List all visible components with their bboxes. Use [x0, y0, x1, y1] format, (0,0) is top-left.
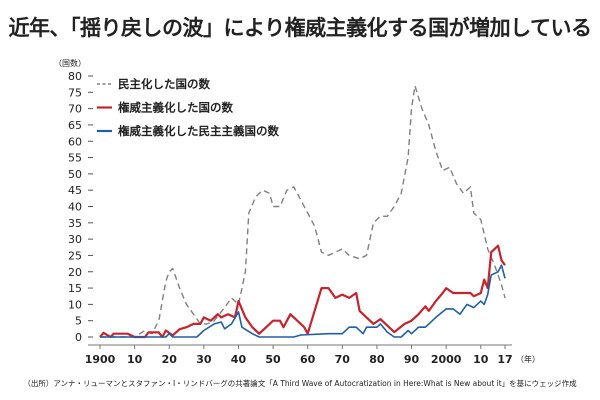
series-line-2 — [99, 244, 506, 339]
y-tick-label: 15 — [68, 282, 82, 295]
y-tick-label: 60 — [68, 135, 82, 148]
y-tick-label: 80 — [68, 70, 82, 83]
x-tick-label: 1900 — [85, 353, 116, 366]
x-tick-label: 17 — [497, 353, 512, 366]
y-axis-unit: （国数） — [54, 58, 86, 68]
x-tick-label: 50 — [265, 353, 281, 366]
x-tick-label: 90 — [404, 353, 420, 366]
series-line-1 — [100, 85, 506, 338]
y-tick-label: 35 — [68, 217, 82, 230]
y-tick-label: 55 — [68, 152, 82, 165]
legend-label: 権威主義化した民主主義国の数 — [118, 124, 279, 138]
y-tick-label: 65 — [68, 119, 82, 132]
y-tick-label: 75 — [68, 86, 82, 99]
legend-label: 民主化した国の数 — [118, 77, 210, 91]
y-tick-label: 20 — [68, 266, 82, 279]
x-tick-label: 20 — [162, 353, 178, 366]
x-axis-unit: （年） — [516, 354, 540, 364]
x-tick-label: 10 — [127, 353, 143, 366]
y-tick-label: 50 — [68, 168, 82, 181]
x-tick-label: 70 — [335, 353, 351, 366]
x-tick-label: 40 — [231, 353, 247, 366]
x-tick-label: 80 — [369, 353, 385, 366]
source-note: （出所）アンナ・リューマンとスタファン・I・リンドバーグの共著論文「A Thir… — [23, 379, 577, 388]
x-tick-label: 60 — [300, 353, 316, 366]
x-tick-label: 30 — [196, 353, 212, 366]
y-tick-label: 10 — [68, 298, 82, 311]
x-tick-label: 2000 — [431, 353, 462, 366]
legend-label: 権威主義化した国の数 — [118, 101, 233, 115]
y-tick-label: 0 — [75, 331, 82, 344]
chart-title: 近年、「揺り戻しの波」により権威主義化する国が増加している — [8, 16, 592, 40]
y-tick-label: 25 — [68, 249, 82, 262]
x-tick-label: 10 — [473, 353, 489, 366]
y-tick-label: 40 — [68, 201, 82, 214]
series-line-3 — [100, 264, 506, 338]
y-tick-label: 45 — [68, 184, 82, 197]
y-tick-label: 70 — [68, 103, 82, 116]
y-tick-label: 5 — [75, 315, 82, 328]
y-tick-label: 30 — [68, 233, 82, 246]
